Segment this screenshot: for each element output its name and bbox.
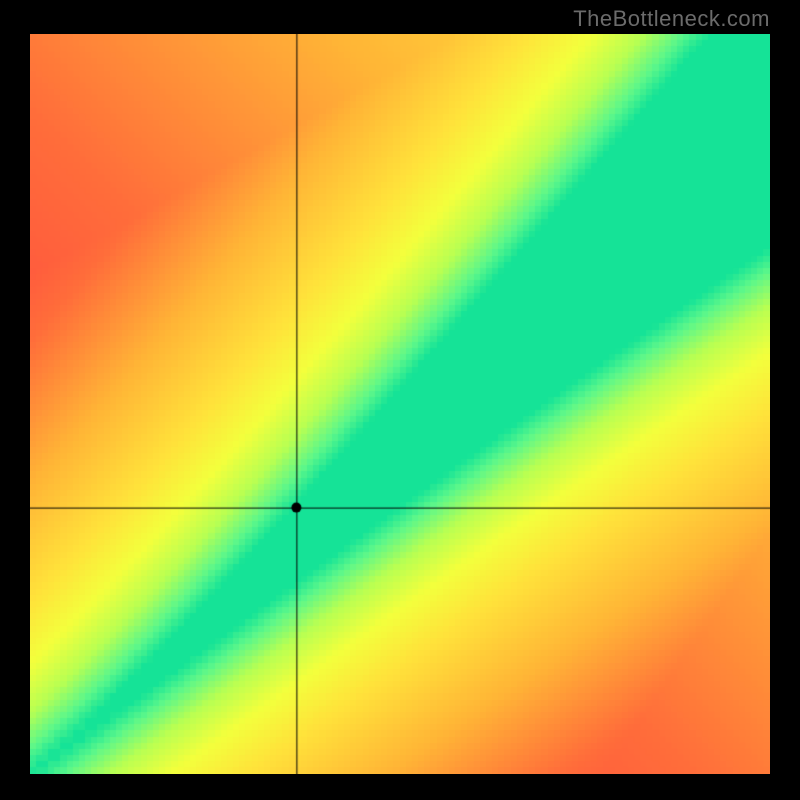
watermark-text: TheBottleneck.com [573, 6, 770, 32]
plot-area [30, 34, 770, 774]
chart-container: TheBottleneck.com [0, 0, 800, 800]
heatmap-canvas [30, 34, 770, 774]
